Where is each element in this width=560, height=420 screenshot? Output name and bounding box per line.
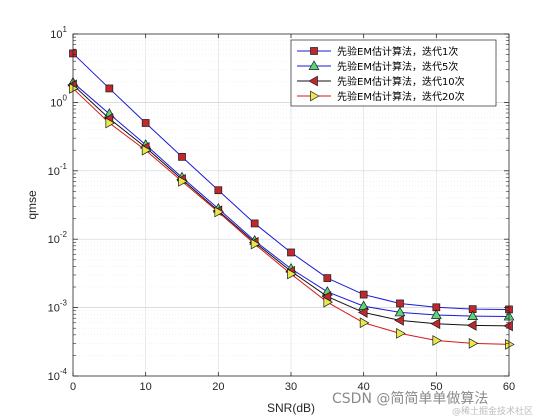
y-tick-label: 10-1 — [48, 162, 68, 178]
x-tick-label: 60 — [503, 381, 515, 393]
data-point — [178, 175, 188, 187]
data-point — [466, 319, 477, 331]
legend-swatch-marker — [308, 75, 318, 87]
data-point — [141, 144, 152, 156]
y-tick-label: 10-4 — [48, 367, 68, 383]
watermark-subtext: @稀土掘金技术社区 — [452, 405, 533, 417]
data-point — [432, 335, 443, 346]
x-tick-label: 10 — [140, 381, 152, 393]
data-point — [468, 337, 479, 349]
data-point — [105, 117, 116, 129]
legend-item: 先验EM估计算法，迭代5次 — [297, 60, 458, 73]
data-point — [396, 299, 404, 308]
data-point — [250, 219, 259, 228]
data-point — [287, 268, 297, 280]
legend-item: 先验EM估计算法，迭代20次 — [297, 90, 465, 103]
x-tick-label: 40 — [358, 381, 370, 393]
legend: 先验EM估计算法，迭代1次先验EM估计算法，迭代5次先验EM估计算法，迭代10次… — [290, 39, 497, 107]
legend-label: 先验EM估计算法，迭代20次 — [337, 90, 465, 103]
x-tick-label: 20 — [212, 381, 224, 393]
watermark-text: CSDN @简简单单做算法 — [332, 390, 488, 407]
watermark: CSDN @简简单单做算法 @稀土掘金技术社区 — [332, 390, 533, 417]
data-point — [359, 290, 368, 299]
x-axis-label: SNR(dB) — [267, 401, 315, 415]
legend-swatch-marker — [308, 60, 320, 70]
y-tick-label: 10-2 — [48, 230, 68, 246]
data-point — [430, 309, 442, 319]
y-axis-label: qmse — [25, 190, 39, 220]
y-tick-label: 101 — [50, 25, 67, 41]
x-tick-label: 0 — [70, 381, 76, 393]
data-point — [69, 83, 79, 94]
legend-item: 先验EM估计算法，迭代10次 — [297, 75, 465, 88]
legend-label: 先验EM估计算法，迭代1次 — [337, 45, 458, 58]
legend-swatch-marker — [310, 47, 318, 55]
y-tick-label: 10-3 — [48, 299, 68, 315]
data-point — [359, 317, 370, 329]
data-point — [323, 274, 332, 282]
data-point — [178, 152, 186, 161]
data-point — [287, 248, 295, 257]
data-point — [141, 119, 150, 127]
data-point — [214, 186, 223, 195]
legend-item: 先验EM估计算法，迭代1次 — [297, 45, 458, 58]
data-point — [105, 84, 114, 93]
y-tick-label: 100 — [50, 93, 67, 109]
data-point — [357, 307, 368, 318]
x-tick-label: 30 — [285, 381, 297, 393]
legend-swatch-marker — [310, 90, 320, 102]
x-tick-label: 50 — [430, 381, 442, 393]
data-point — [394, 314, 404, 326]
data-point — [250, 238, 261, 250]
axes-ticks: 0 10 20 30 40 50 60 10-4 10-3 10-2 10-1 100 101 — [48, 25, 516, 393]
data-point — [214, 206, 225, 218]
series-layer — [67, 49, 515, 350]
data-point — [396, 327, 406, 339]
data-point — [394, 306, 406, 317]
data-point — [430, 318, 441, 330]
data-point — [323, 296, 334, 308]
legend-label: 先验EM估计算法，迭代10次 — [337, 75, 465, 88]
data-point — [505, 338, 515, 350]
data-point — [467, 310, 479, 320]
legend-label: 先验EM估计算法，迭代5次 — [337, 60, 458, 73]
series-4 — [69, 83, 515, 350]
